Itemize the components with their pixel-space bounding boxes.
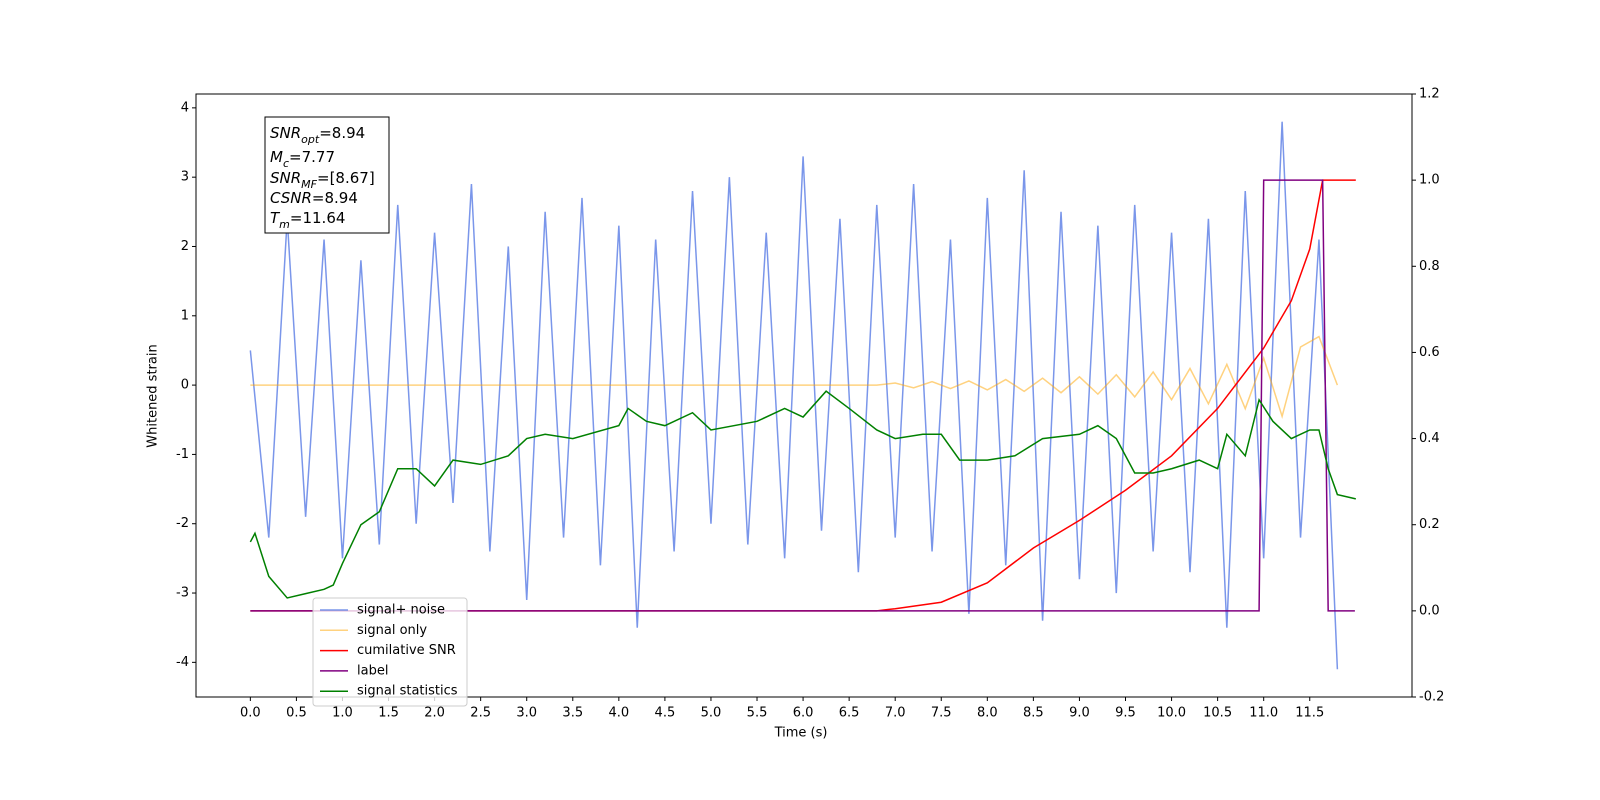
legend-label: cumilative SNR: [357, 643, 456, 658]
annotation-line: CSNR=8.94: [270, 189, 358, 207]
x-tick-label: 10.0: [1157, 706, 1186, 721]
annotation-value: =[8.67]: [317, 169, 375, 187]
x-tick-label: 1.0: [332, 706, 353, 721]
annotation-value: =8.94: [319, 124, 365, 142]
x-tick-label: 5.5: [747, 706, 768, 721]
y-tick-label: 4: [181, 100, 189, 115]
x-tick-label: 7.5: [931, 706, 952, 721]
plot-area: [249, 121, 1356, 670]
annotation-name: CSNR: [270, 189, 312, 207]
annotation-sub: c: [283, 157, 289, 170]
y-tick-label: 3: [181, 170, 189, 185]
annotation-line: Mc=7.77: [270, 148, 335, 170]
annotation-sub: MF: [301, 178, 317, 191]
series-line: [250, 335, 1339, 419]
y-tick-label: 0: [181, 378, 189, 393]
y-tick-label: 1: [181, 308, 189, 323]
y-tick-label: -2: [176, 516, 189, 531]
x-tick-label: 11.5: [1295, 706, 1324, 721]
series-line: [249, 121, 1339, 670]
y-tick-label: -3: [176, 586, 189, 601]
annotation-box: [264, 116, 390, 234]
legend-label: signal only: [357, 623, 427, 638]
annotation-sub: m: [279, 218, 290, 231]
x-tick-label: 8.5: [1023, 706, 1044, 721]
y2-tick-label: 0.8: [1419, 259, 1440, 274]
series-line: [250, 179, 1355, 612]
y-tick-label: -1: [176, 447, 189, 462]
y2-tick-label: 1.2: [1419, 87, 1440, 102]
axes-frame: [195, 93, 1413, 698]
x-axis-label: Time (s): [774, 726, 828, 741]
x-tick-label: 0.5: [286, 706, 307, 721]
series-line: [250, 179, 1356, 612]
x-tick-label: 3.0: [516, 706, 537, 721]
x-tick-label: 5.0: [701, 706, 722, 721]
annotation-sub: opt: [301, 133, 320, 146]
y2-tick-label: -0.2: [1419, 690, 1444, 705]
y2-tick-label: 1.0: [1419, 173, 1440, 188]
y2-tick-label: 0.0: [1419, 603, 1440, 618]
x-tick-label: 2.0: [424, 706, 445, 721]
x-tick-label: 6.5: [839, 706, 860, 721]
y2-tick-label: 0.4: [1419, 431, 1440, 446]
x-tick-label: 1.5: [378, 706, 399, 721]
x-tick-label: 4.0: [608, 706, 629, 721]
annotation-value: =7.77: [289, 148, 335, 166]
y2-tick-label: 0.6: [1419, 345, 1440, 360]
legend-box: [312, 597, 468, 707]
x-tick-label: 0.0: [240, 706, 261, 721]
annotation-value: =8.94: [312, 189, 358, 207]
series-line: [249, 390, 1356, 599]
legend-label: signal statistics: [357, 684, 458, 699]
x-tick-label: 8.0: [977, 706, 998, 721]
annotation-name: SNR: [270, 169, 301, 187]
x-tick-label: 4.5: [655, 706, 676, 721]
annotation-line: SNRopt=8.94: [270, 124, 365, 146]
annotation-name: M: [270, 148, 283, 166]
x-tick-label: 9.0: [1069, 706, 1090, 721]
annotation-line: SNRMF=[8.67]: [270, 169, 375, 191]
x-tick-label: 2.5: [470, 706, 491, 721]
x-tick-label: 7.0: [885, 706, 906, 721]
y2-tick-label: 0.2: [1419, 517, 1440, 532]
x-tick-label: 10.5: [1203, 706, 1232, 721]
annotation-name: SNR: [270, 124, 301, 142]
x-tick-label: 6.0: [793, 706, 814, 721]
annotation-line: Tm=11.64: [270, 209, 345, 231]
x-tick-label: 9.5: [1115, 706, 1136, 721]
annotation-name: T: [270, 209, 281, 227]
legend-label: label: [357, 663, 388, 678]
y-tick-label: 2: [181, 239, 189, 254]
legend-label: signal+ noise: [357, 603, 445, 618]
y-axis-label: Whitened strain: [146, 344, 161, 447]
y-tick-label: -4: [176, 655, 189, 670]
x-tick-label: 3.5: [562, 706, 583, 721]
annotation-value: =11.64: [290, 209, 346, 227]
x-tick-label: 11.0: [1249, 706, 1278, 721]
